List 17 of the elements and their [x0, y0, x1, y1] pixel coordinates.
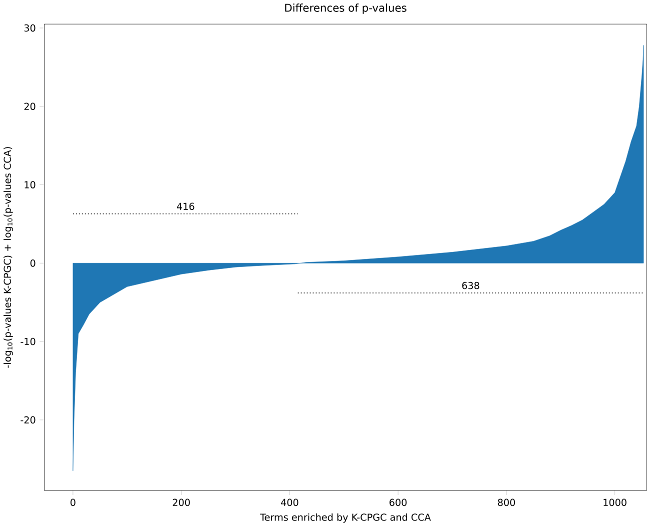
y-tick-label: 10 — [24, 181, 36, 188]
annotation: 416 — [176, 202, 194, 210]
y-axis-title: -log$_{10}$(p-values K-CPGC) + log$_{10}$(p-values CCA) — [4, 146, 13, 368]
annotation: 638 — [462, 282, 480, 290]
chart-title: Differences of p-values — [285, 3, 406, 14]
y-tick-label: -20 — [20, 416, 36, 424]
x-tick-label: 600 — [390, 498, 407, 506]
x-tick-label: 1000 — [604, 498, 626, 506]
x-tick-label: 400 — [280, 498, 298, 506]
y-tick-label: 0 — [30, 259, 36, 267]
y-tick-label: 30 — [24, 24, 36, 32]
x-tick-label: 800 — [498, 498, 515, 506]
y-tick-label: 20 — [24, 102, 36, 110]
x-tick-label: 200 — [172, 498, 190, 506]
x-tick-label: 0 — [70, 498, 76, 506]
y-tick-label: -10 — [20, 338, 36, 346]
x-axis-title: Terms enriched by K-CPGC and CCA — [260, 513, 431, 523]
